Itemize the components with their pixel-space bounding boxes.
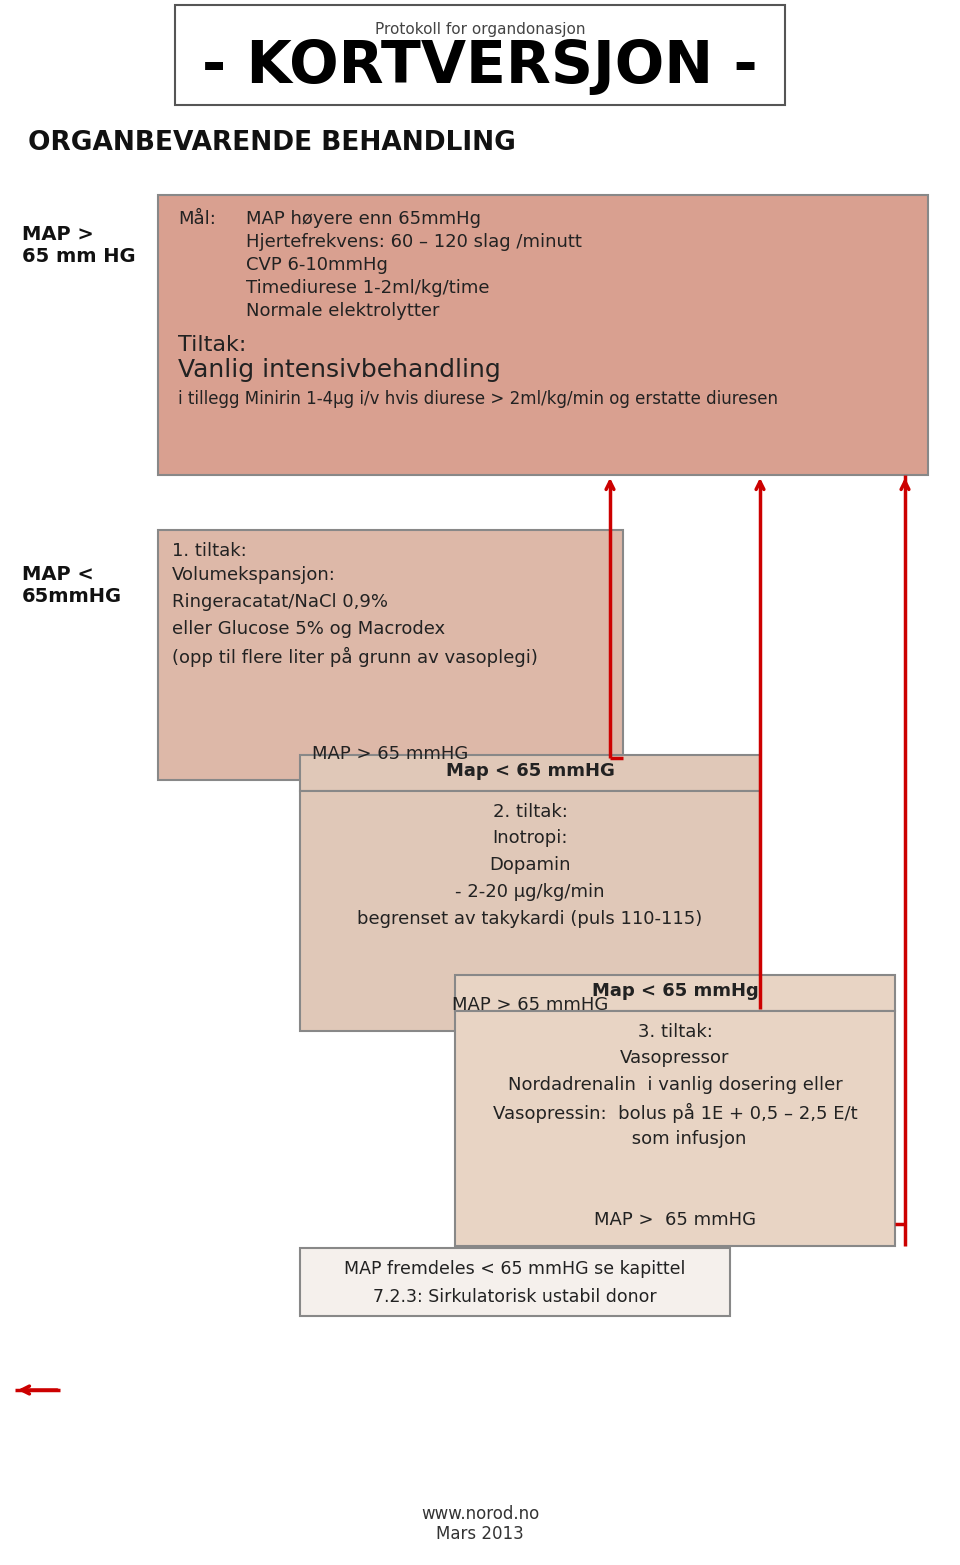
- Bar: [300, 790, 760, 1031]
- Text: ORGANBEVARENDE BEHANDLING: ORGANBEVARENDE BEHANDLING: [28, 130, 516, 156]
- Text: (opp til flere liter på grunn av vasoplegi): (opp til flere liter på grunn av vasople…: [172, 646, 538, 667]
- Bar: [300, 754, 760, 790]
- Text: 1. tiltak:: 1. tiltak:: [172, 541, 247, 560]
- Text: - 2-20 μg/kg/min: - 2-20 μg/kg/min: [455, 883, 605, 901]
- Text: Mål:: Mål:: [178, 210, 216, 228]
- Text: i tillegg Minirin 1-4μg i/v hvis diurese > 2ml/kg/min og erstatte diuresen: i tillegg Minirin 1-4μg i/v hvis diurese…: [178, 390, 778, 408]
- Text: Dopamin: Dopamin: [490, 856, 571, 873]
- Text: Map < 65 mmHG: Map < 65 mmHG: [445, 762, 614, 779]
- Text: Ringeracatat/NaCl 0,9%: Ringeracatat/NaCl 0,9%: [172, 593, 388, 610]
- Text: 2. tiltak:: 2. tiltak:: [492, 803, 567, 822]
- Text: MAP høyere enn 65mmHg: MAP høyere enn 65mmHg: [246, 210, 481, 228]
- Text: Vasopressin:  bolus på 1E + 0,5 – 2,5 E/t: Vasopressin: bolus på 1E + 0,5 – 2,5 E/t: [492, 1103, 857, 1124]
- Text: Normale elektrolytter: Normale elektrolytter: [246, 302, 440, 319]
- Text: Inotropi:: Inotropi:: [492, 829, 567, 847]
- Bar: [158, 196, 928, 476]
- Text: Volumekspansjon:: Volumekspansjon:: [172, 567, 336, 584]
- Text: Nordadrenalin  i vanlig dosering eller: Nordadrenalin i vanlig dosering eller: [508, 1077, 842, 1094]
- Text: MAP <
65mmHG: MAP < 65mmHG: [22, 565, 122, 606]
- Text: som infusjon: som infusjon: [603, 1130, 747, 1149]
- Text: 3. tiltak:: 3. tiltak:: [637, 1024, 712, 1041]
- Bar: [175, 5, 785, 105]
- Text: CVP 6-10mmHg: CVP 6-10mmHg: [246, 257, 388, 274]
- Text: Map < 65 mmHg: Map < 65 mmHg: [591, 981, 758, 1000]
- Text: Vasopressor: Vasopressor: [620, 1049, 730, 1067]
- Text: begrenset av takykardi (puls 110-115): begrenset av takykardi (puls 110-115): [357, 909, 703, 928]
- Text: MAP >  65 mmHG: MAP > 65 mmHG: [594, 1211, 756, 1229]
- Text: www.norod.no: www.norod.no: [420, 1506, 540, 1523]
- Text: MAP fremdeles < 65 mmHG se kapittel: MAP fremdeles < 65 mmHG se kapittel: [345, 1260, 685, 1279]
- Text: Timediurese 1-2ml/kg/time: Timediurese 1-2ml/kg/time: [246, 279, 490, 297]
- Text: 7.2.3: Sirkulatorisk ustabil donor: 7.2.3: Sirkulatorisk ustabil donor: [373, 1288, 657, 1307]
- Text: Tiltak:: Tiltak:: [178, 335, 247, 355]
- Text: Protokoll for organdonasjon: Protokoll for organdonasjon: [374, 22, 586, 38]
- Bar: [455, 975, 895, 1011]
- Text: Hjertefrekvens: 60 – 120 slag /minutt: Hjertefrekvens: 60 – 120 slag /minutt: [246, 233, 582, 250]
- Bar: [455, 1011, 895, 1246]
- Text: MAP > 65 mmHG: MAP > 65 mmHG: [452, 995, 608, 1014]
- Bar: [158, 531, 623, 779]
- Text: MAP > 65 mmHG: MAP > 65 mmHG: [312, 745, 468, 764]
- Bar: [300, 1247, 730, 1316]
- Text: - KORTVERSJON -: - KORTVERSJON -: [203, 38, 757, 95]
- Text: MAP >
65 mm HG: MAP > 65 mm HG: [22, 225, 135, 266]
- Text: Mars 2013: Mars 2013: [436, 1524, 524, 1543]
- Text: Vanlig intensivbehandling: Vanlig intensivbehandling: [178, 358, 501, 382]
- Text: eller Glucose 5% og Macrodex: eller Glucose 5% og Macrodex: [172, 620, 445, 639]
